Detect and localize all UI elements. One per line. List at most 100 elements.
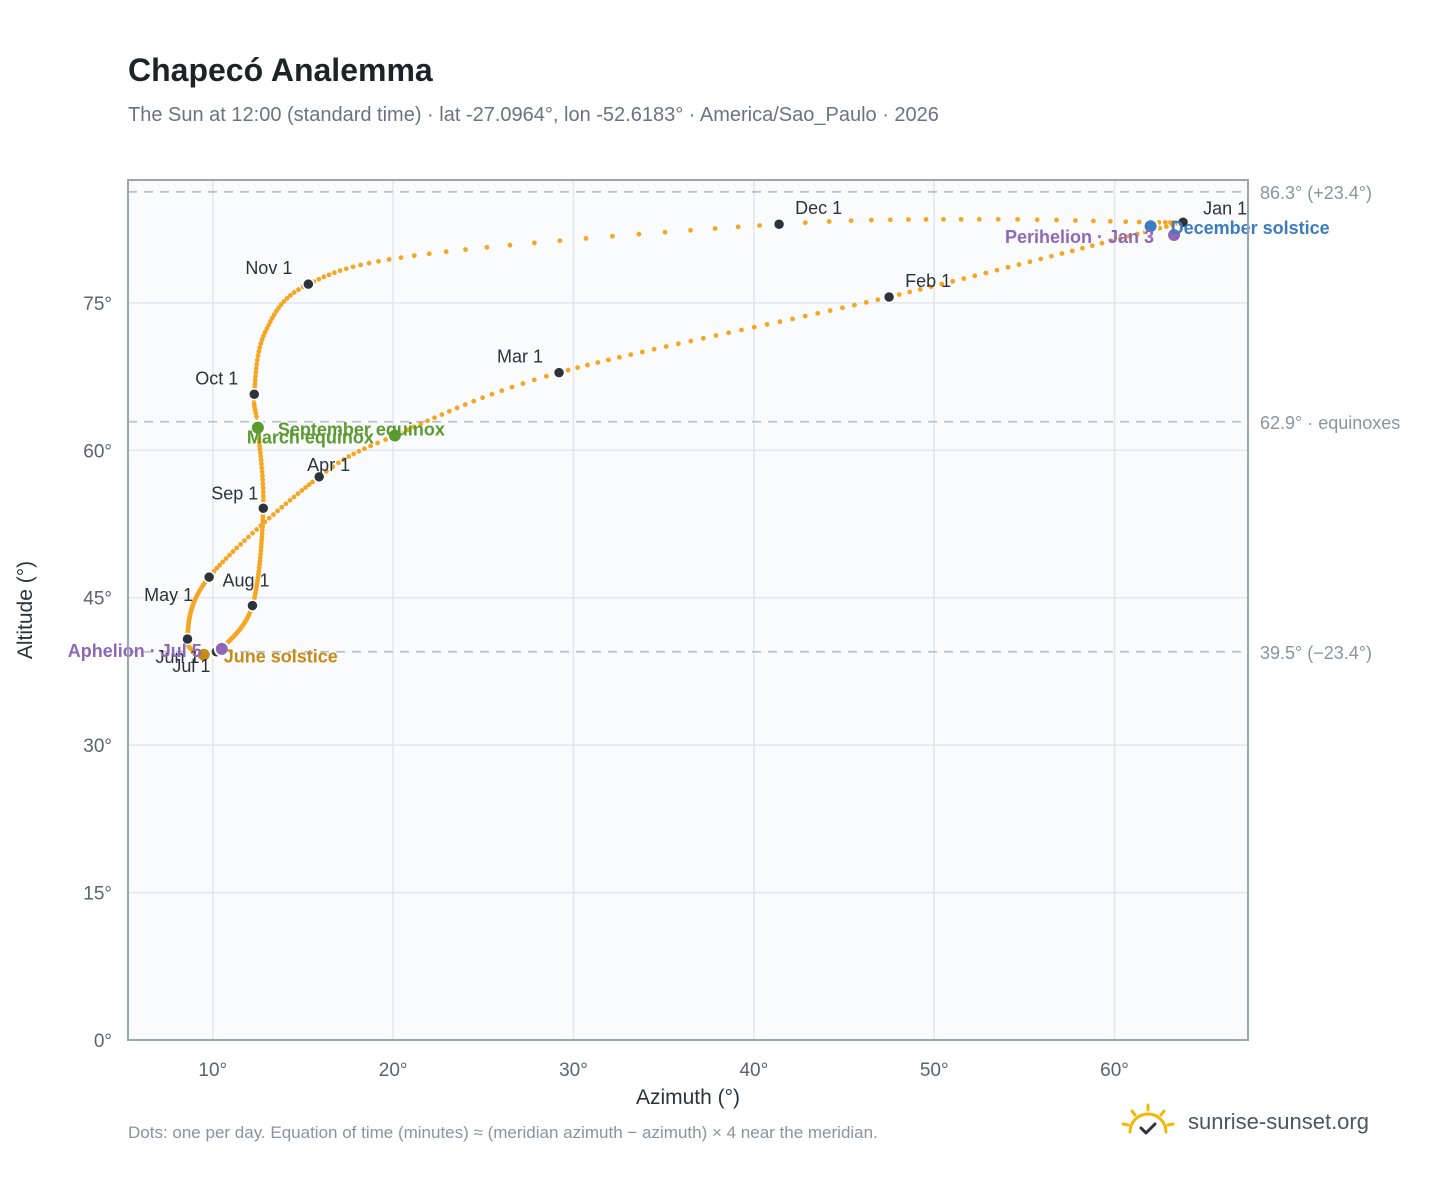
month-marker-label: Nov 1 [245, 258, 292, 278]
reference-line-label: 86.3° (+23.4°) [1260, 183, 1372, 203]
month-marker-label: May 1 [144, 585, 193, 605]
x-tick-label: 40° [739, 1060, 768, 1081]
day-dot [1054, 217, 1059, 223]
day-dot [350, 264, 356, 270]
plot-frame [127, 179, 1249, 1041]
day-dot [230, 549, 236, 554]
month-marker-label: Feb 1 [905, 271, 951, 291]
y-tick-label: 45° [83, 589, 112, 610]
event-label: Perihelion · Jan 3 [1005, 227, 1154, 247]
event-marker [195, 646, 212, 663]
x-tick-label: 20° [379, 1060, 408, 1081]
day-dot [343, 266, 349, 272]
day-dot [346, 454, 352, 459]
day-dot [287, 497, 293, 503]
day-dot [983, 270, 989, 276]
day-dot [246, 534, 251, 540]
day-dot [1038, 256, 1044, 262]
month-marker-label: Jul 1 [172, 656, 210, 676]
day-dot [234, 545, 240, 551]
day-dot [258, 548, 264, 554]
day-dot [826, 219, 832, 224]
y-tick-label: 0° [94, 1031, 112, 1052]
day-dot [279, 504, 285, 510]
day-dot [351, 451, 357, 457]
day-dot [306, 482, 312, 488]
day-dot [418, 421, 424, 427]
day-dot [1134, 231, 1140, 237]
day-dot [264, 326, 270, 332]
day-dot [1015, 217, 1021, 222]
day-dot [238, 541, 243, 547]
x-tick-label: 50° [920, 1060, 949, 1081]
day-dot [651, 346, 657, 352]
day-dot [375, 440, 380, 446]
brand[interactable]: sunrise-sunset.org [1120, 1102, 1369, 1142]
day-dot [575, 365, 580, 371]
day-dot [258, 341, 264, 346]
month-marker [882, 290, 896, 304]
day-dot [259, 469, 265, 475]
day-dot [688, 338, 694, 344]
day-dot [907, 289, 913, 295]
chart-title: Chapecó Analemma [128, 52, 433, 88]
day-dot [906, 217, 911, 222]
day-dot [260, 485, 266, 491]
day-dot [941, 217, 946, 222]
reference-line-label: 39.5° (−23.4°) [1260, 643, 1372, 663]
event-marker [1142, 218, 1159, 235]
month-marker [247, 388, 261, 401]
day-dot [288, 292, 293, 298]
day-dot [259, 461, 264, 467]
day-dot [257, 450, 263, 456]
day-dot [260, 481, 266, 487]
day-dot [1059, 251, 1065, 256]
day-dot [1108, 238, 1114, 244]
day-dot [509, 384, 515, 390]
day-dot [291, 290, 297, 295]
day-dot [543, 373, 549, 379]
day-dot [995, 216, 1001, 222]
day-dot [291, 494, 297, 500]
day-dot [254, 357, 260, 363]
day-dot [1016, 262, 1022, 267]
day-dot [368, 443, 373, 449]
day-dot [296, 287, 301, 293]
day-dot [1126, 233, 1132, 239]
y-tick-label: 60° [83, 441, 112, 462]
event-marker [213, 640, 230, 657]
day-dot [712, 226, 718, 231]
day-dot [257, 555, 263, 560]
day-dot [411, 253, 417, 259]
day-dot [815, 310, 821, 316]
day-dot [253, 374, 258, 379]
day-dot [242, 538, 247, 544]
x-tick-label: 30° [559, 1060, 588, 1081]
sun-logo-icon [1121, 1103, 1175, 1135]
day-dot [366, 260, 372, 266]
day-dot [1073, 218, 1078, 223]
day-dot [1167, 220, 1173, 225]
day-dot [251, 401, 257, 406]
event-label: September equinox [278, 420, 445, 440]
day-dot [480, 395, 486, 401]
reference-line-label: 62.9° · equinoxes [1260, 413, 1400, 433]
month-marker-label: Sep 1 [211, 483, 258, 503]
day-dot [739, 327, 744, 333]
chart-subtitle: The Sun at 12:00 (standard time) · lat -… [128, 104, 939, 126]
day-dot [284, 296, 290, 301]
day-dot [489, 391, 495, 397]
day-dot [266, 515, 272, 521]
day-dot [928, 284, 934, 290]
day-dot [595, 360, 601, 365]
event-marker [1166, 227, 1183, 244]
day-dot [1117, 236, 1123, 241]
day-dot [887, 217, 893, 223]
plot-background [128, 180, 1248, 1040]
day-dot [1089, 243, 1095, 249]
day-dot [253, 366, 259, 371]
day-dot [254, 414, 259, 420]
day-dot [713, 333, 719, 338]
day-dot [688, 227, 693, 233]
day-dot [299, 488, 305, 493]
